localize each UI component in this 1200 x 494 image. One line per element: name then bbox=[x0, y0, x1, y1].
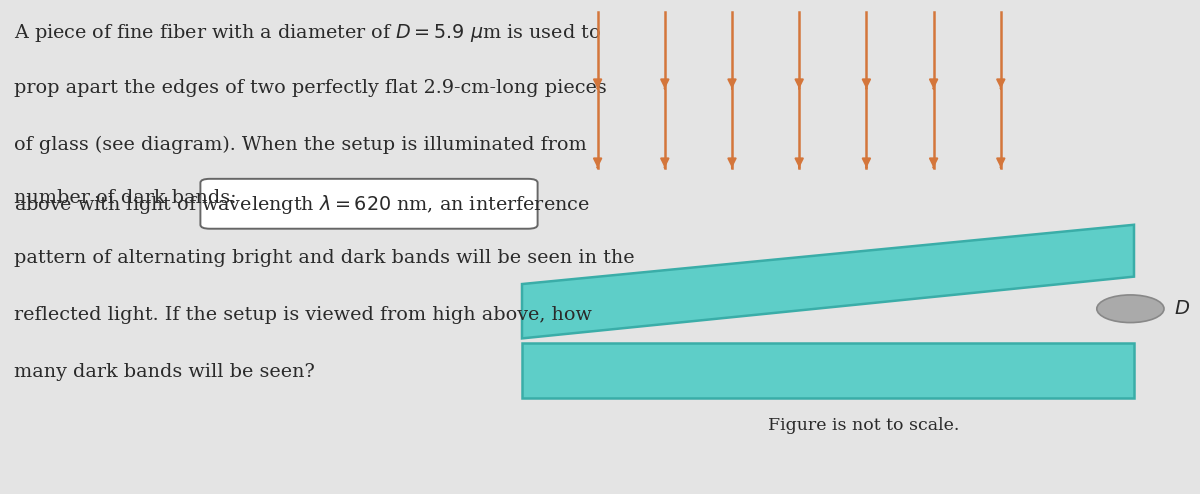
Circle shape bbox=[1097, 295, 1164, 323]
Text: of glass (see diagram). When the setup is illuminated from: of glass (see diagram). When the setup i… bbox=[14, 136, 587, 154]
Text: A piece of fine fiber with a diameter of $D = 5.9$ $\mu$m is used to: A piece of fine fiber with a diameter of… bbox=[14, 22, 601, 44]
Text: reflected light. If the setup is viewed from high above, how: reflected light. If the setup is viewed … bbox=[14, 306, 593, 324]
Text: $D$: $D$ bbox=[1174, 300, 1189, 318]
FancyBboxPatch shape bbox=[200, 179, 538, 229]
Text: number of dark bands:: number of dark bands: bbox=[14, 189, 238, 206]
Text: prop apart the edges of two perfectly flat 2.9-cm-long pieces: prop apart the edges of two perfectly fl… bbox=[14, 79, 607, 97]
Text: many dark bands will be seen?: many dark bands will be seen? bbox=[14, 363, 316, 381]
Text: above with light of wavelength $\lambda = 620$ nm, an interference: above with light of wavelength $\lambda … bbox=[14, 193, 590, 216]
Polygon shape bbox=[522, 225, 1134, 338]
Text: pattern of alternating bright and dark bands will be seen in the: pattern of alternating bright and dark b… bbox=[14, 249, 635, 267]
Polygon shape bbox=[522, 343, 1134, 398]
Text: Figure is not to scale.: Figure is not to scale. bbox=[768, 417, 960, 434]
